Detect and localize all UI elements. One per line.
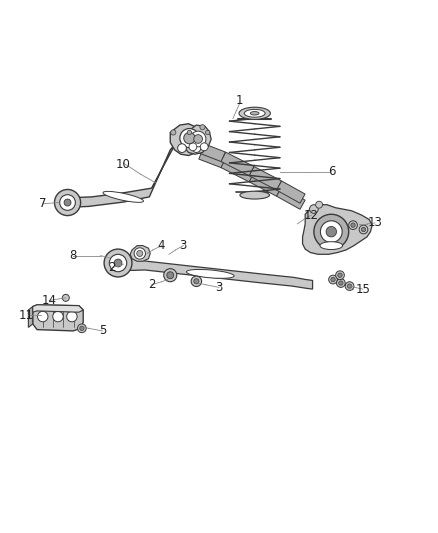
Circle shape <box>349 221 357 230</box>
Circle shape <box>104 249 132 277</box>
Polygon shape <box>130 246 150 261</box>
Polygon shape <box>249 173 282 196</box>
Text: 3: 3 <box>180 239 187 252</box>
Circle shape <box>78 324 86 333</box>
Circle shape <box>134 248 145 259</box>
Circle shape <box>326 227 336 237</box>
Text: 14: 14 <box>42 294 57 307</box>
Circle shape <box>331 277 335 282</box>
Circle shape <box>316 201 322 208</box>
Circle shape <box>164 269 177 282</box>
Ellipse shape <box>187 270 234 278</box>
Polygon shape <box>199 143 225 161</box>
Ellipse shape <box>320 241 343 249</box>
Circle shape <box>54 189 81 215</box>
Polygon shape <box>33 305 83 312</box>
Circle shape <box>336 279 345 287</box>
Circle shape <box>191 276 201 287</box>
Circle shape <box>60 195 75 211</box>
Polygon shape <box>221 152 254 176</box>
Polygon shape <box>184 125 211 154</box>
Circle shape <box>187 130 191 135</box>
Circle shape <box>192 144 201 152</box>
Circle shape <box>200 125 205 130</box>
Circle shape <box>347 284 352 288</box>
Text: 4: 4 <box>158 239 165 252</box>
Circle shape <box>200 143 208 151</box>
Ellipse shape <box>244 109 265 117</box>
Polygon shape <box>221 158 254 182</box>
Polygon shape <box>33 305 83 331</box>
Polygon shape <box>249 166 282 190</box>
Text: 15: 15 <box>355 282 370 296</box>
Text: 13: 13 <box>367 216 382 230</box>
Text: 5: 5 <box>99 325 106 337</box>
Polygon shape <box>199 149 225 168</box>
Ellipse shape <box>239 107 270 119</box>
Circle shape <box>321 221 342 243</box>
Polygon shape <box>276 187 305 209</box>
Circle shape <box>345 282 354 290</box>
Text: 2: 2 <box>109 261 116 274</box>
Circle shape <box>205 130 210 135</box>
Text: 1: 1 <box>236 94 244 107</box>
Text: 2: 2 <box>148 278 155 291</box>
Circle shape <box>67 311 77 322</box>
Polygon shape <box>303 205 372 254</box>
Circle shape <box>359 225 368 234</box>
Polygon shape <box>276 181 305 203</box>
Circle shape <box>194 279 199 284</box>
Circle shape <box>110 254 127 272</box>
Circle shape <box>338 273 342 277</box>
Ellipse shape <box>103 191 144 203</box>
Circle shape <box>351 223 355 228</box>
Circle shape <box>189 143 197 151</box>
Circle shape <box>137 251 143 256</box>
Polygon shape <box>110 256 313 289</box>
Polygon shape <box>170 124 205 156</box>
Text: 10: 10 <box>116 158 131 171</box>
Circle shape <box>180 128 199 148</box>
Circle shape <box>339 281 343 285</box>
Circle shape <box>328 275 337 284</box>
Circle shape <box>194 135 202 143</box>
Text: 3: 3 <box>215 281 223 294</box>
Text: 8: 8 <box>70 249 77 262</box>
Circle shape <box>314 214 349 249</box>
Ellipse shape <box>240 191 269 199</box>
Circle shape <box>64 199 71 206</box>
Circle shape <box>114 259 122 267</box>
Circle shape <box>190 131 206 147</box>
Text: 7: 7 <box>39 197 46 211</box>
Circle shape <box>310 205 318 213</box>
Circle shape <box>178 144 186 152</box>
Polygon shape <box>66 144 176 207</box>
Circle shape <box>53 311 63 322</box>
Circle shape <box>167 272 174 279</box>
Text: 11: 11 <box>19 309 34 322</box>
Circle shape <box>62 294 69 301</box>
Text: 12: 12 <box>304 208 319 222</box>
Circle shape <box>336 271 344 279</box>
Text: 6: 6 <box>328 165 336 178</box>
Circle shape <box>171 130 176 135</box>
Circle shape <box>38 311 48 322</box>
Ellipse shape <box>251 111 259 115</box>
Circle shape <box>80 326 84 330</box>
Circle shape <box>361 228 366 232</box>
Circle shape <box>184 133 195 144</box>
Polygon shape <box>28 306 33 327</box>
